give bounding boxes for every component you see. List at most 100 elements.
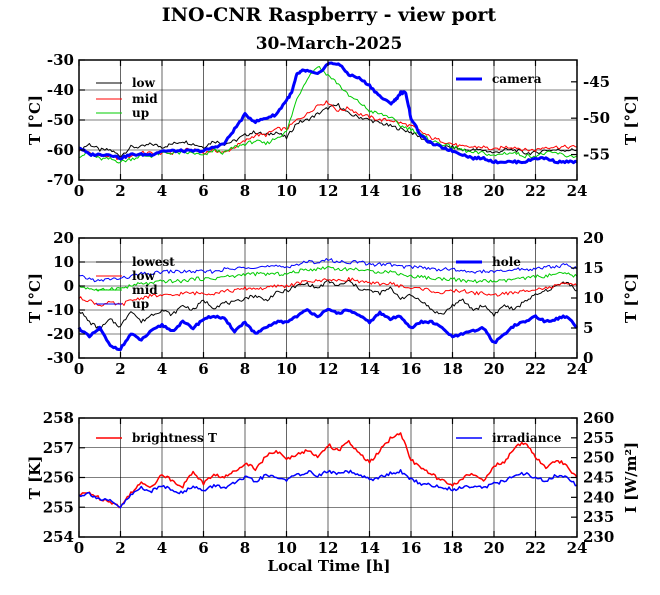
series-line-mid: [78, 265, 578, 292]
y-tick-label-left: -30: [47, 51, 74, 69]
panel-3: 0 2 4 6 8 10 12 14 16 18 20 22 242542552562572582302…: [26, 409, 640, 557]
x-tick-label: 8: [240, 539, 250, 557]
x-tick-label: 22: [525, 539, 546, 557]
y-tick-label-left: 20: [53, 229, 74, 247]
series-line-low: [78, 103, 578, 158]
y-tick-label-left: -10: [47, 301, 74, 319]
y-tick-label-left: 257: [43, 439, 74, 457]
series-line-irradiance: [78, 469, 578, 509]
x-tick-label: 14: [359, 539, 380, 557]
y-tick-label-left: 0: [64, 277, 74, 295]
x-tick-label: 14: [359, 182, 380, 200]
x-tick-label: 10: [276, 539, 297, 557]
x-tick-label: 16: [401, 360, 422, 378]
x-tick-label: 8: [240, 182, 250, 200]
y-axis-label-right: T [°C]: [622, 273, 640, 323]
series-line-lowest: [78, 279, 578, 332]
y-tick-label-right: 255: [583, 429, 614, 447]
x-tick-label: 4: [157, 182, 167, 200]
x-tick-label: 20: [484, 360, 505, 378]
x-tick-label: 4: [157, 360, 167, 378]
panel-2: 0 2 4 6 8 10 12 14 16 18 20 22 24-30-20-100102005101…: [26, 229, 640, 378]
legend-label: low: [132, 269, 156, 283]
y-tick-label-right: 260: [583, 409, 614, 427]
x-tick-label: 16: [401, 182, 422, 200]
figure-title: INO-CNR Raspberry - view port: [162, 4, 497, 26]
series-line-low: [78, 277, 578, 307]
y-tick-label-right: 245: [583, 469, 614, 487]
figure-date: 30-March-2025: [256, 34, 403, 54]
x-tick-label: 24: [567, 360, 588, 378]
y-tick-label-left: -70: [47, 171, 74, 189]
legend-label: low: [132, 76, 156, 90]
y-tick-label-right: -55: [583, 146, 610, 164]
y-tick-label-right: 250: [583, 449, 614, 467]
legend-label: up: [132, 106, 149, 120]
y-tick-label-left: -60: [47, 141, 74, 159]
y-axis-label-left: T [K]: [26, 456, 44, 500]
y-tick-label-left: -20: [47, 325, 74, 343]
x-tick-label: 18: [442, 360, 463, 378]
x-tick-label: 12: [318, 539, 339, 557]
x-tick-label: 24: [567, 539, 588, 557]
x-tick-label: 18: [442, 539, 463, 557]
y-tick-label-left: 256: [43, 469, 74, 487]
y-axis-label-right: I [W/m²]: [622, 442, 640, 513]
x-tick-label: 14: [359, 360, 380, 378]
x-tick-label: 4: [157, 539, 167, 557]
y-axis-label-left: T [°C]: [26, 273, 44, 323]
legend-label: brightness T: [132, 431, 217, 445]
y-tick-label-right: -50: [583, 109, 610, 127]
x-tick-label: 16: [401, 539, 422, 557]
y-tick-label-right: 5: [583, 319, 593, 337]
panel-1: 0 2 4 6 8 10 12 14 16 18 20 22 24-70-60-50-40-30-55-…: [26, 51, 640, 200]
x-tick-label: 20: [484, 539, 505, 557]
x-tick-label: 2: [115, 539, 125, 557]
series-line-hole: [77, 307, 579, 352]
y-tick-label-right: 20: [583, 229, 604, 247]
x-tick-label: 20: [484, 182, 505, 200]
y-axis-label-left: T [°C]: [26, 95, 44, 145]
series-line-up: [78, 258, 578, 283]
x-tick-label: 2: [115, 360, 125, 378]
y-tick-label-right: 0: [583, 349, 593, 367]
y-tick-label-right: 10: [583, 289, 604, 307]
series-line-mid: [78, 100, 578, 161]
x-tick-label: 0: [74, 539, 84, 557]
legend-label: hole: [492, 255, 521, 269]
y-tick-label-right: -45: [583, 73, 610, 91]
y-tick-label-left: 255: [43, 498, 74, 516]
x-tick-label: 8: [240, 360, 250, 378]
y-tick-label-left: 254: [43, 528, 74, 546]
x-tick-label: 22: [525, 182, 546, 200]
x-tick-label: 12: [318, 360, 339, 378]
legend-label: mid: [132, 283, 158, 297]
x-tick-label: 22: [525, 360, 546, 378]
y-tick-label-right: 240: [583, 488, 614, 506]
legend-label: camera: [492, 72, 542, 86]
legend-label: up: [132, 297, 149, 311]
x-tick-label: 0: [74, 182, 84, 200]
legend-label: lowest: [132, 255, 175, 269]
y-tick-label-right: 235: [583, 508, 614, 526]
y-tick-label-left: -30: [47, 349, 74, 367]
x-tick-label: 10: [276, 182, 297, 200]
x-tick-label: 0: [74, 360, 84, 378]
y-axis-label-right: T [°C]: [622, 95, 640, 145]
panels: 0 2 4 6 8 10 12 14 16 18 20 22 24-70-60-50-40-30-55-…: [26, 51, 640, 557]
legend-label: irradiance: [492, 431, 562, 445]
x-tick-label: 6: [198, 360, 208, 378]
y-tick-label-left: 10: [53, 253, 74, 271]
y-tick-label-right: 15: [583, 259, 604, 277]
y-tick-label-left: -50: [47, 111, 74, 129]
x-axis-label: Local Time [h]: [268, 557, 391, 575]
x-tick-label: 6: [198, 539, 208, 557]
y-tick-label-left: 258: [43, 409, 74, 427]
x-tick-label: 24: [567, 182, 588, 200]
y-tick-label-right: 230: [583, 528, 614, 546]
legend-label: mid: [132, 92, 158, 106]
series-line-brightness-T: [78, 432, 578, 509]
x-tick-label: 2: [115, 182, 125, 200]
x-tick-label: 12: [318, 182, 339, 200]
